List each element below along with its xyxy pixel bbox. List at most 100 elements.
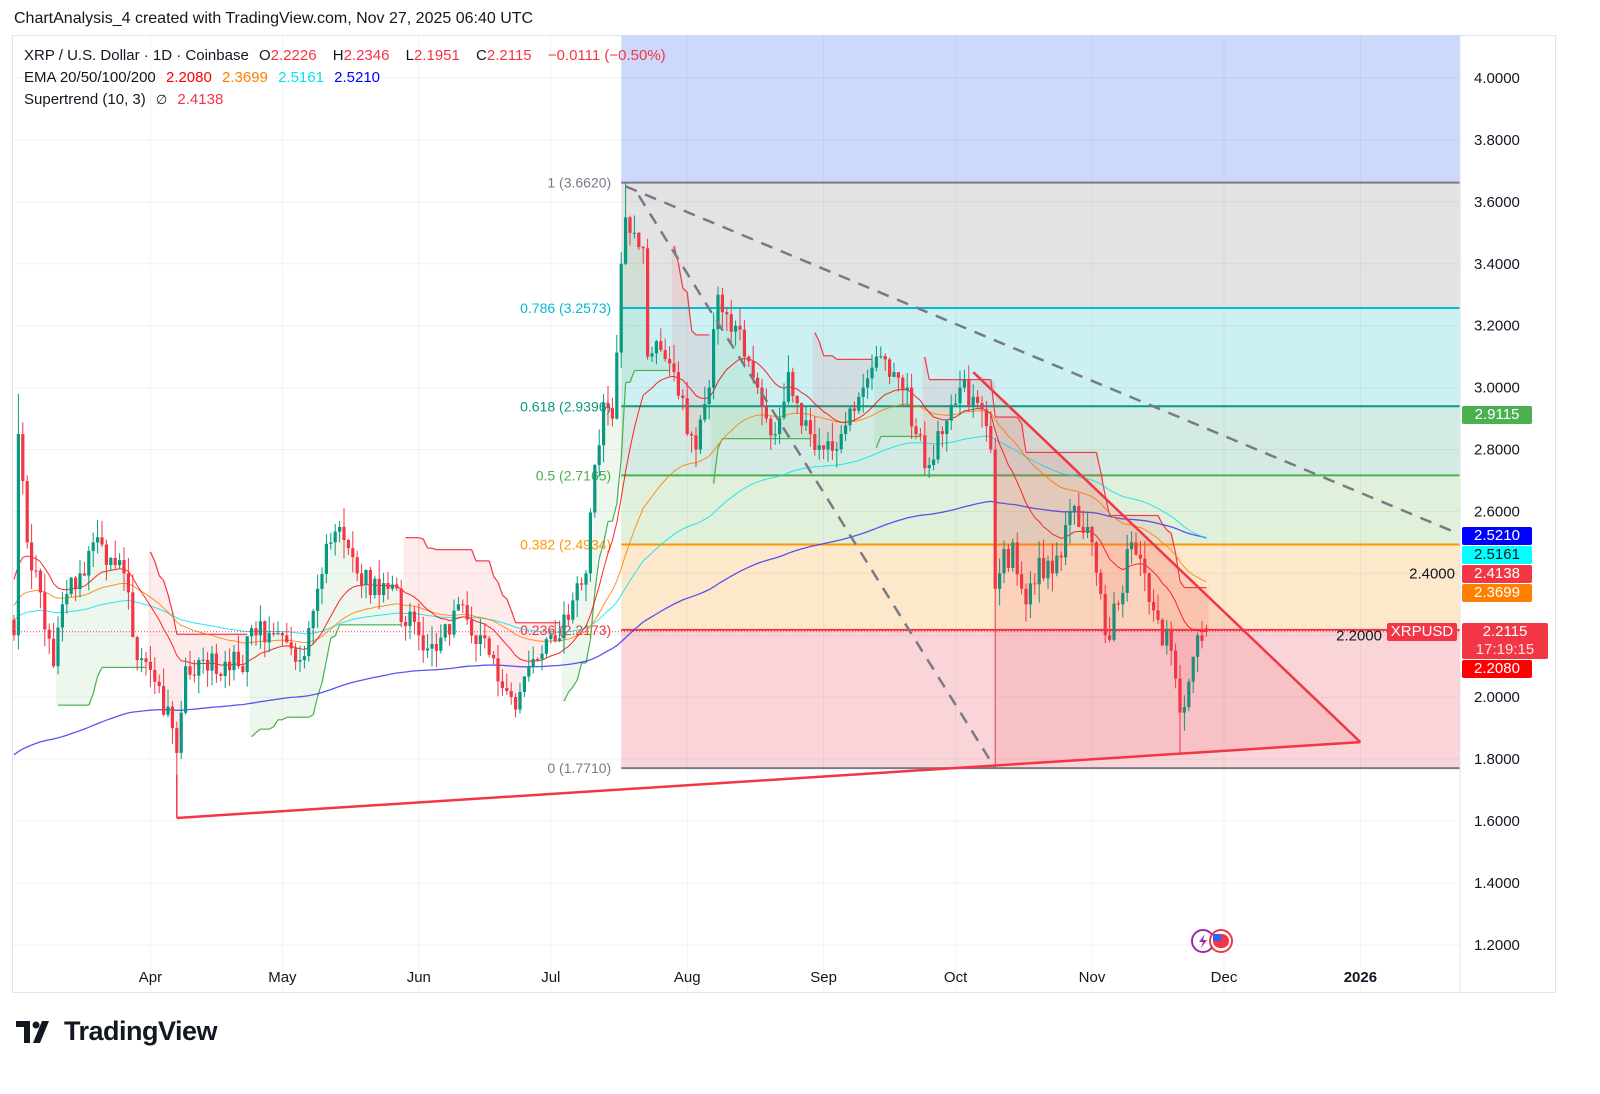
supertrend-fill <box>390 586 395 625</box>
supertrend-segment <box>167 594 173 612</box>
candle <box>324 534 328 584</box>
supertrend-fill <box>104 554 109 668</box>
candle <box>30 523 34 589</box>
candle-body <box>720 294 724 313</box>
candle-body <box>949 404 953 421</box>
candle-body <box>12 619 16 636</box>
candle-body <box>927 465 931 469</box>
symbol-name[interactable]: XRP / U.S. Dollar · 1D · Coinbase <box>24 47 249 64</box>
supertrend-segment <box>92 676 99 694</box>
candle-body <box>1002 548 1006 574</box>
supertrend-fill <box>698 334 703 435</box>
candle <box>219 672 223 682</box>
candle <box>813 416 817 456</box>
symbol-tag: XRPUSD <box>1387 622 1457 641</box>
time-tick-label: Dec <box>1211 969 1238 986</box>
candle-body <box>945 420 949 435</box>
candle <box>808 407 812 447</box>
candle <box>949 394 953 430</box>
candle <box>707 379 711 420</box>
candle <box>1059 551 1063 571</box>
tradingview-logo[interactable]: TradingView <box>16 1016 218 1047</box>
candle <box>628 215 632 246</box>
supertrend-fill <box>86 563 91 706</box>
candle <box>320 567 324 605</box>
supertrend-label[interactable]: Supertrend (10, 3) <box>24 91 146 108</box>
candle <box>584 570 588 602</box>
candle-body <box>21 434 25 482</box>
candle-body <box>971 396 975 406</box>
time-tick-label: Jul <box>541 969 560 986</box>
candle <box>373 575 377 599</box>
candle <box>390 575 394 592</box>
candle <box>272 622 276 637</box>
candle <box>210 646 214 686</box>
candle-body <box>25 481 29 543</box>
candle <box>1125 534 1129 602</box>
candle-body <box>967 379 971 406</box>
candle-body <box>936 431 940 460</box>
supertrend-fill <box>1133 515 1139 549</box>
candle <box>804 406 808 431</box>
candle <box>1143 541 1147 592</box>
candle-body <box>175 728 179 753</box>
candle-body <box>892 372 896 377</box>
supertrend-fill <box>1164 529 1169 638</box>
candle <box>562 601 566 654</box>
candle-body <box>1178 678 1182 713</box>
supertrend-segment <box>616 458 622 504</box>
candle <box>509 682 513 705</box>
supertrend-segment <box>308 714 314 718</box>
candle-body <box>764 406 768 419</box>
candle-body <box>412 611 416 622</box>
candle <box>945 419 949 452</box>
candle <box>382 572 386 603</box>
candle-body <box>377 578 381 596</box>
candle-body <box>364 569 368 586</box>
candle <box>1147 572 1151 615</box>
candle <box>588 508 592 582</box>
candle <box>1156 594 1160 625</box>
candle-body <box>896 372 900 378</box>
candle-body <box>373 578 377 596</box>
candle-body <box>773 434 777 436</box>
supertrend-fill <box>729 322 734 439</box>
time-tick-label: Jun <box>407 969 431 986</box>
fib-zone <box>621 406 1460 476</box>
supertrend-fill <box>1063 452 1068 542</box>
supertrend-fill <box>218 634 223 675</box>
supertrend-fill <box>1103 495 1108 615</box>
supertrend-fill <box>878 356 883 437</box>
resistance-trendline <box>972 371 1362 743</box>
candle <box>338 520 342 543</box>
candle-body <box>531 659 535 667</box>
supertrend-fill <box>55 646 61 706</box>
plot-area: 1 (3.6620) 0.786 (3.2573) 0.618 (2.9396) 0.… <box>12 35 1460 993</box>
candle-body <box>602 403 606 446</box>
supertrend-fill <box>975 379 980 401</box>
candle <box>448 623 452 646</box>
supertrend-fill <box>1076 452 1081 517</box>
supertrend-fill <box>539 622 545 657</box>
ema100-value: 2.5161 <box>278 69 324 86</box>
supertrend-fill <box>953 379 958 405</box>
candle <box>465 591 469 625</box>
candle <box>82 561 86 576</box>
candle-body <box>866 378 870 388</box>
supertrend-fill <box>258 628 263 730</box>
candle-body <box>984 409 988 427</box>
candle-body <box>421 635 425 651</box>
candle <box>1134 532 1138 556</box>
candle <box>258 605 262 649</box>
candle-body <box>1081 526 1085 533</box>
candle-body <box>69 577 73 594</box>
supertrend-fill <box>883 357 888 437</box>
candle-body <box>1138 554 1142 559</box>
candle <box>316 574 320 628</box>
supertrend-fill <box>671 245 677 368</box>
supertrend-segment <box>585 639 591 664</box>
supertrend-fill <box>82 574 87 706</box>
candle-body <box>1011 542 1015 568</box>
ema-label[interactable]: EMA 20/50/100/200 <box>24 69 156 86</box>
